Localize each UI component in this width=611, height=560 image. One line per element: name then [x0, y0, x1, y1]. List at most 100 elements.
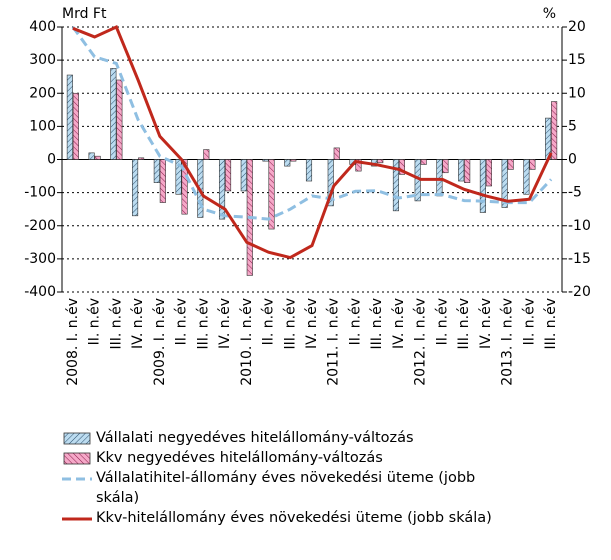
legend-label: Vállalati negyedéves hitelállomány-válto…: [96, 430, 414, 446]
x-tick-label: III. n.év: [369, 298, 385, 350]
y2-tick-label: 15: [568, 52, 586, 68]
legend-swatch: [62, 517, 92, 521]
bar: [290, 159, 297, 162]
line: [71, 26, 553, 221]
x-tick-label: III. n.év: [282, 298, 298, 350]
bar: [153, 159, 160, 183]
bar: [529, 159, 536, 170]
x-tick-label: II. n.év: [434, 298, 450, 345]
bar: [523, 159, 530, 195]
x-tick-label: 2008. I. n.év: [65, 298, 81, 386]
x-tick-label: II. n.év: [347, 298, 363, 345]
bar: [551, 101, 558, 160]
y2-tick-label: 5: [568, 118, 577, 134]
legend: Vállalati negyedéves hitelállomány-válto…: [62, 428, 502, 528]
legend-item: Kkv negyedéves hitelállomány-változás: [62, 448, 502, 468]
y-tick-label: 100: [29, 118, 56, 134]
x-tick-label: II. n.év: [521, 298, 537, 345]
bar: [420, 159, 427, 165]
y-tick-label: -400: [24, 284, 56, 300]
legend-swatch: [63, 432, 91, 445]
y2-tick-label: 0: [568, 152, 577, 168]
bar: [507, 159, 514, 170]
bar: [355, 159, 362, 172]
bar: [398, 159, 406, 175]
bar: [218, 159, 226, 220]
y-tick-label: 0: [47, 152, 56, 168]
bar: [377, 159, 384, 164]
y2-axis-label: %: [543, 6, 556, 22]
legend-label: Vállalatihitel-állomány éves növekedési …: [96, 470, 476, 506]
x-tick-label: IV. n.év: [391, 298, 407, 349]
y-tick-label: -200: [24, 218, 56, 234]
x-tick-label: III. n.év: [456, 298, 472, 350]
bar: [138, 157, 145, 160]
y2-tick-label: 10: [568, 85, 586, 101]
bar: [442, 159, 449, 174]
x-tick-label: II. n.év: [87, 298, 103, 345]
bar: [284, 159, 291, 167]
bar: [479, 159, 486, 213]
bar: [181, 159, 188, 215]
x-tick-label: IV. n.év: [130, 298, 146, 349]
legend-swatch-box: [63, 432, 91, 445]
bar: [501, 159, 508, 208]
bar: [458, 159, 465, 182]
bar: [72, 92, 79, 160]
x-tick-label: 2011. I. n.év: [326, 298, 342, 386]
bar: [333, 147, 340, 160]
y-tick-label: 200: [29, 85, 56, 101]
y-tick-label: -300: [24, 251, 56, 267]
x-tick-label: 2012. I. n.év: [413, 298, 429, 386]
y-tick-label: 300: [29, 52, 56, 68]
legend-swatch-box: [63, 452, 91, 465]
bar: [464, 159, 471, 183]
legend-item: Vállalatihitel-állomány éves növekedési …: [62, 468, 502, 508]
chart-svg: Mrd Ft % -400-300-200-1000100200300400-2…: [24, 6, 591, 386]
bar: [203, 149, 210, 160]
legend-label: Kkv negyedéves hitelállomány-változás: [96, 450, 383, 466]
legend-swatch: [62, 477, 92, 481]
line: [72, 24, 553, 260]
y2-tick-label: -20: [568, 284, 591, 300]
legend-swatch: [63, 452, 91, 465]
y2-tick-label: -5: [568, 185, 582, 201]
x-tick-label: IV. n.év: [217, 298, 233, 349]
bar: [66, 74, 73, 160]
x-tick-label: IV. n.év: [478, 298, 494, 349]
legend-label: Kkv-hitelállomány éves növekedési üteme …: [96, 510, 492, 526]
legend-item: Kkv-hitelállomány éves növekedési üteme …: [62, 508, 502, 528]
bar: [88, 152, 95, 160]
y-tick-label: -100: [24, 185, 56, 201]
x-tick-label: III. n.év: [108, 298, 124, 350]
bar: [485, 159, 492, 187]
bar: [116, 79, 123, 160]
bar: [268, 159, 275, 230]
bar: [436, 159, 443, 197]
x-tick-label: III. n.év: [195, 298, 211, 350]
bar: [110, 68, 117, 160]
bar: [305, 159, 313, 182]
bar: [175, 159, 182, 195]
x-tick-label: 2009. I. n.év: [152, 298, 168, 386]
y2-tick-label: -15: [568, 251, 591, 267]
y-axis-label: Mrd Ft: [62, 6, 107, 22]
x-tick-label: IV. n.év: [304, 298, 320, 349]
bar: [94, 155, 101, 160]
bar: [327, 159, 334, 207]
x-tick-label: II. n.év: [174, 298, 190, 345]
bar: [224, 159, 232, 192]
bar: [132, 159, 139, 217]
bar: [392, 159, 400, 212]
x-tick-label: II. n.év: [261, 298, 277, 345]
legend-item: Vállalati negyedéves hitelállomány-válto…: [62, 428, 502, 448]
bar: [240, 159, 247, 192]
x-tick-label: 2013. I. n.év: [500, 298, 516, 386]
bar: [262, 159, 269, 162]
y2-tick-label: 20: [568, 19, 586, 35]
y2-tick-label: -10: [568, 218, 591, 234]
bar: [159, 159, 166, 203]
x-tick-label: 2010. I. n.év: [239, 298, 255, 386]
y-tick-label: 400: [29, 19, 56, 35]
